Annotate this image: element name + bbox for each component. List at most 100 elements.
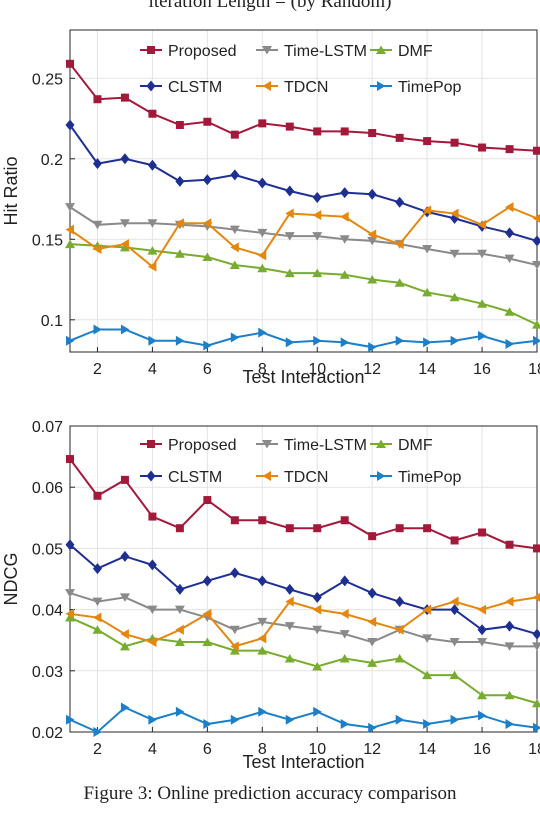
data-point-timepop [93, 727, 102, 737]
data-point-timepop [450, 335, 460, 346]
data-point-time-lstm [532, 642, 540, 651]
data-point-time-lstm [65, 589, 75, 598]
legend-label-tdcn: TDCN [284, 469, 328, 486]
series-clstm [65, 119, 540, 247]
data-point-dmf [284, 654, 295, 663]
data-point-proposed [340, 127, 349, 136]
data-point-timepop [313, 335, 322, 346]
data-point-proposed [148, 109, 157, 118]
data-point-timepop [148, 714, 157, 725]
x-tick-label: 18 [528, 741, 540, 758]
legend: Proposed Time-LSTM DMF CLSTM TDCN TimePop [140, 437, 462, 486]
data-point-dmf [532, 320, 540, 329]
data-point-time-lstm [229, 625, 240, 635]
data-point-proposed [203, 117, 212, 126]
data-point-time-lstm [92, 220, 103, 230]
data-point-dmf [449, 670, 460, 680]
data-point-timepop [66, 335, 75, 346]
data-point-timepop [285, 714, 295, 725]
data-point-timepop [285, 337, 295, 348]
data-point-time-lstm [477, 249, 488, 259]
data-point-proposed [533, 544, 540, 553]
data-point-dmf [257, 646, 268, 655]
data-point-timepop [478, 710, 487, 721]
data-point-clstm [175, 175, 185, 187]
legend-item-timepop: TimePop [370, 469, 462, 486]
data-point-proposed [395, 524, 404, 533]
data-point-tdcn [505, 202, 514, 213]
y-tick-label: 0.04 [32, 603, 63, 620]
legend-marker-dmf [376, 45, 386, 54]
y-tick-label: 0.15 [32, 232, 63, 249]
data-point-clstm [147, 159, 157, 171]
data-point-dmf [477, 299, 488, 308]
data-point-timepop [505, 338, 515, 349]
figure-caption: Figure 3: Online prediction accuracy com… [83, 783, 457, 804]
data-point-proposed [230, 516, 239, 525]
data-point-dmf [174, 249, 185, 258]
legend-marker-time-lstm [262, 46, 272, 55]
data-point-clstm [230, 567, 240, 579]
data-point-tdcn [65, 608, 74, 619]
data-point-tdcn [65, 224, 74, 235]
data-point-dmf [504, 690, 515, 700]
data-point-tdcn [477, 219, 487, 230]
data-point-tdcn [202, 608, 212, 619]
legend-label-clstm: CLSTM [168, 469, 222, 486]
legend-marker-timepop [377, 81, 386, 91]
series-timepop [66, 702, 540, 737]
data-point-tdcn [202, 218, 212, 229]
data-point-dmf [257, 263, 268, 273]
data-point-tdcn [175, 218, 184, 229]
legend-label-tdcn: TDCN [284, 79, 328, 96]
data-point-dmf [339, 654, 350, 663]
chart-2: 2 4 6 8 10 12 14 16 18 0.02 0.03 0.04 0.05 0.06 0.07 Te… [1, 419, 540, 772]
data-point-timepop [203, 340, 212, 351]
legend-marker-proposed [147, 440, 155, 448]
data-point-dmf [367, 275, 378, 284]
legend: Proposed Time-LSTM DMF CLSTM TDCN TimePop [140, 43, 462, 96]
data-point-clstm [395, 596, 405, 608]
data-point-clstm [92, 158, 102, 170]
data-point-tdcn [147, 261, 157, 272]
data-point-clstm [120, 153, 130, 165]
legend-item-tdcn: TDCN [256, 79, 328, 96]
data-point-time-lstm [367, 236, 378, 246]
x-tick-label: 12 [363, 741, 381, 758]
data-point-tdcn [92, 612, 102, 623]
data-point-tdcn [285, 596, 294, 607]
x-tick-label: 6 [203, 741, 212, 758]
legend-label-time-lstm: Time-LSTM [284, 437, 367, 454]
x-tick-label: 18 [528, 361, 540, 378]
data-point-dmf [284, 268, 295, 278]
data-point-timepop [93, 324, 102, 335]
legend-marker-clstm [146, 80, 156, 92]
data-point-dmf [92, 625, 103, 634]
data-point-clstm [340, 187, 350, 199]
plot-frame [69, 29, 538, 353]
series-proposed [66, 59, 540, 155]
data-point-proposed [505, 145, 514, 154]
data-point-clstm [312, 591, 322, 603]
legend-marker-time-lstm [262, 440, 272, 449]
series-line-timepop [69, 706, 538, 734]
data-point-timepop [120, 702, 130, 713]
data-point-timepop [478, 330, 487, 341]
data-point-timepop [258, 706, 267, 717]
plot-frame [69, 425, 538, 733]
data-point-time-lstm [147, 605, 158, 615]
data-point-tdcn [450, 596, 459, 607]
data-point-tdcn [532, 592, 540, 602]
legend-label-proposed: Proposed [168, 43, 237, 60]
data-point-tdcn [422, 205, 432, 216]
data-point-clstm [257, 177, 267, 189]
data-point-tdcn [367, 616, 377, 627]
x-tick-label: 6 [203, 361, 212, 378]
legend-marker-timepop [377, 471, 386, 481]
x-axis-label: Test Interaction [242, 367, 364, 387]
legend-item-dmf: DMF [370, 43, 433, 60]
data-point-timepop [368, 342, 377, 353]
data-point-clstm [450, 604, 460, 616]
data-point-clstm [477, 624, 487, 636]
data-point-clstm [257, 575, 267, 587]
